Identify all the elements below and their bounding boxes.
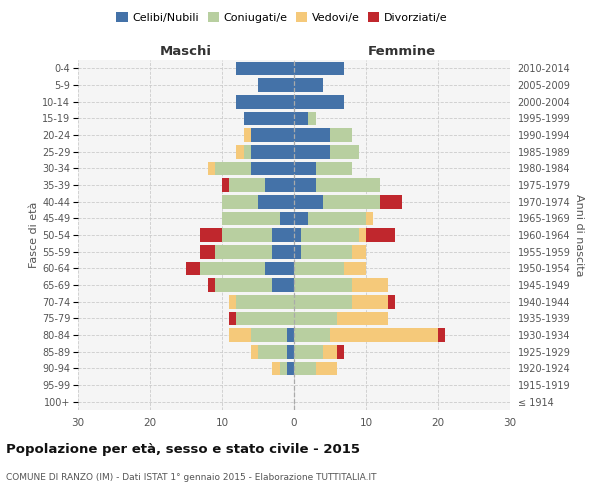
Bar [294, 145, 330, 158]
Bar [337, 345, 344, 358]
Bar [258, 78, 294, 92]
Bar [229, 328, 251, 342]
Bar [244, 128, 251, 142]
Bar [294, 245, 301, 258]
Bar [280, 362, 287, 375]
Bar [236, 312, 294, 325]
Bar [222, 195, 258, 208]
Bar [323, 195, 380, 208]
Bar [258, 345, 287, 358]
Bar [280, 212, 294, 225]
Bar [251, 328, 287, 342]
Bar [330, 145, 359, 158]
Bar [380, 195, 402, 208]
Text: Popolazione per età, sesso e stato civile - 2015: Popolazione per età, sesso e stato civil… [6, 442, 360, 456]
Bar [352, 245, 366, 258]
Bar [236, 95, 294, 108]
Bar [294, 312, 337, 325]
Bar [251, 162, 294, 175]
Bar [272, 228, 294, 242]
Bar [265, 262, 294, 275]
Bar [388, 295, 395, 308]
Bar [308, 112, 316, 125]
Bar [287, 345, 294, 358]
Bar [294, 78, 323, 92]
Bar [236, 145, 244, 158]
Bar [294, 278, 352, 292]
Bar [316, 178, 380, 192]
Bar [294, 295, 352, 308]
Bar [294, 195, 323, 208]
Bar [344, 262, 366, 275]
Bar [294, 128, 330, 142]
Bar [337, 312, 388, 325]
Bar [272, 362, 280, 375]
Bar [323, 345, 337, 358]
Bar [222, 212, 280, 225]
Bar [352, 295, 388, 308]
Bar [229, 295, 236, 308]
Bar [294, 162, 316, 175]
Bar [236, 295, 294, 308]
Bar [294, 212, 308, 225]
Text: Femmine: Femmine [368, 44, 436, 58]
Bar [294, 328, 330, 342]
Bar [294, 262, 344, 275]
Bar [294, 112, 308, 125]
Bar [222, 178, 229, 192]
Text: COMUNE DI RANZO (IM) - Dati ISTAT 1° gennaio 2015 - Elaborazione TUTTITALIA.IT: COMUNE DI RANZO (IM) - Dati ISTAT 1° gen… [6, 472, 377, 482]
Bar [330, 328, 438, 342]
Bar [215, 245, 272, 258]
Bar [258, 195, 294, 208]
Bar [287, 362, 294, 375]
Bar [244, 112, 294, 125]
Bar [186, 262, 200, 275]
Bar [251, 345, 258, 358]
Bar [272, 245, 294, 258]
Bar [330, 128, 352, 142]
Bar [208, 278, 215, 292]
Bar [200, 245, 215, 258]
Bar [359, 228, 366, 242]
Bar [294, 95, 344, 108]
Bar [200, 228, 222, 242]
Bar [294, 362, 316, 375]
Bar [229, 312, 236, 325]
Bar [287, 328, 294, 342]
Legend: Celibi/Nubili, Coniugati/e, Vedovi/e, Divorziati/e: Celibi/Nubili, Coniugati/e, Vedovi/e, Di… [112, 8, 452, 28]
Bar [438, 328, 445, 342]
Bar [236, 62, 294, 75]
Bar [222, 228, 272, 242]
Bar [251, 145, 294, 158]
Bar [215, 278, 272, 292]
Y-axis label: Anni di nascita: Anni di nascita [574, 194, 584, 276]
Bar [301, 245, 352, 258]
Bar [366, 228, 395, 242]
Bar [272, 278, 294, 292]
Bar [294, 345, 323, 358]
Bar [208, 162, 215, 175]
Bar [294, 228, 301, 242]
Y-axis label: Fasce di età: Fasce di età [29, 202, 39, 268]
Text: Maschi: Maschi [160, 44, 212, 58]
Bar [301, 228, 359, 242]
Bar [366, 212, 373, 225]
Bar [316, 362, 337, 375]
Bar [215, 162, 251, 175]
Bar [229, 178, 265, 192]
Bar [244, 145, 251, 158]
Bar [352, 278, 388, 292]
Bar [200, 262, 265, 275]
Bar [308, 212, 366, 225]
Bar [294, 62, 344, 75]
Bar [251, 128, 294, 142]
Bar [294, 178, 316, 192]
Bar [316, 162, 352, 175]
Bar [265, 178, 294, 192]
